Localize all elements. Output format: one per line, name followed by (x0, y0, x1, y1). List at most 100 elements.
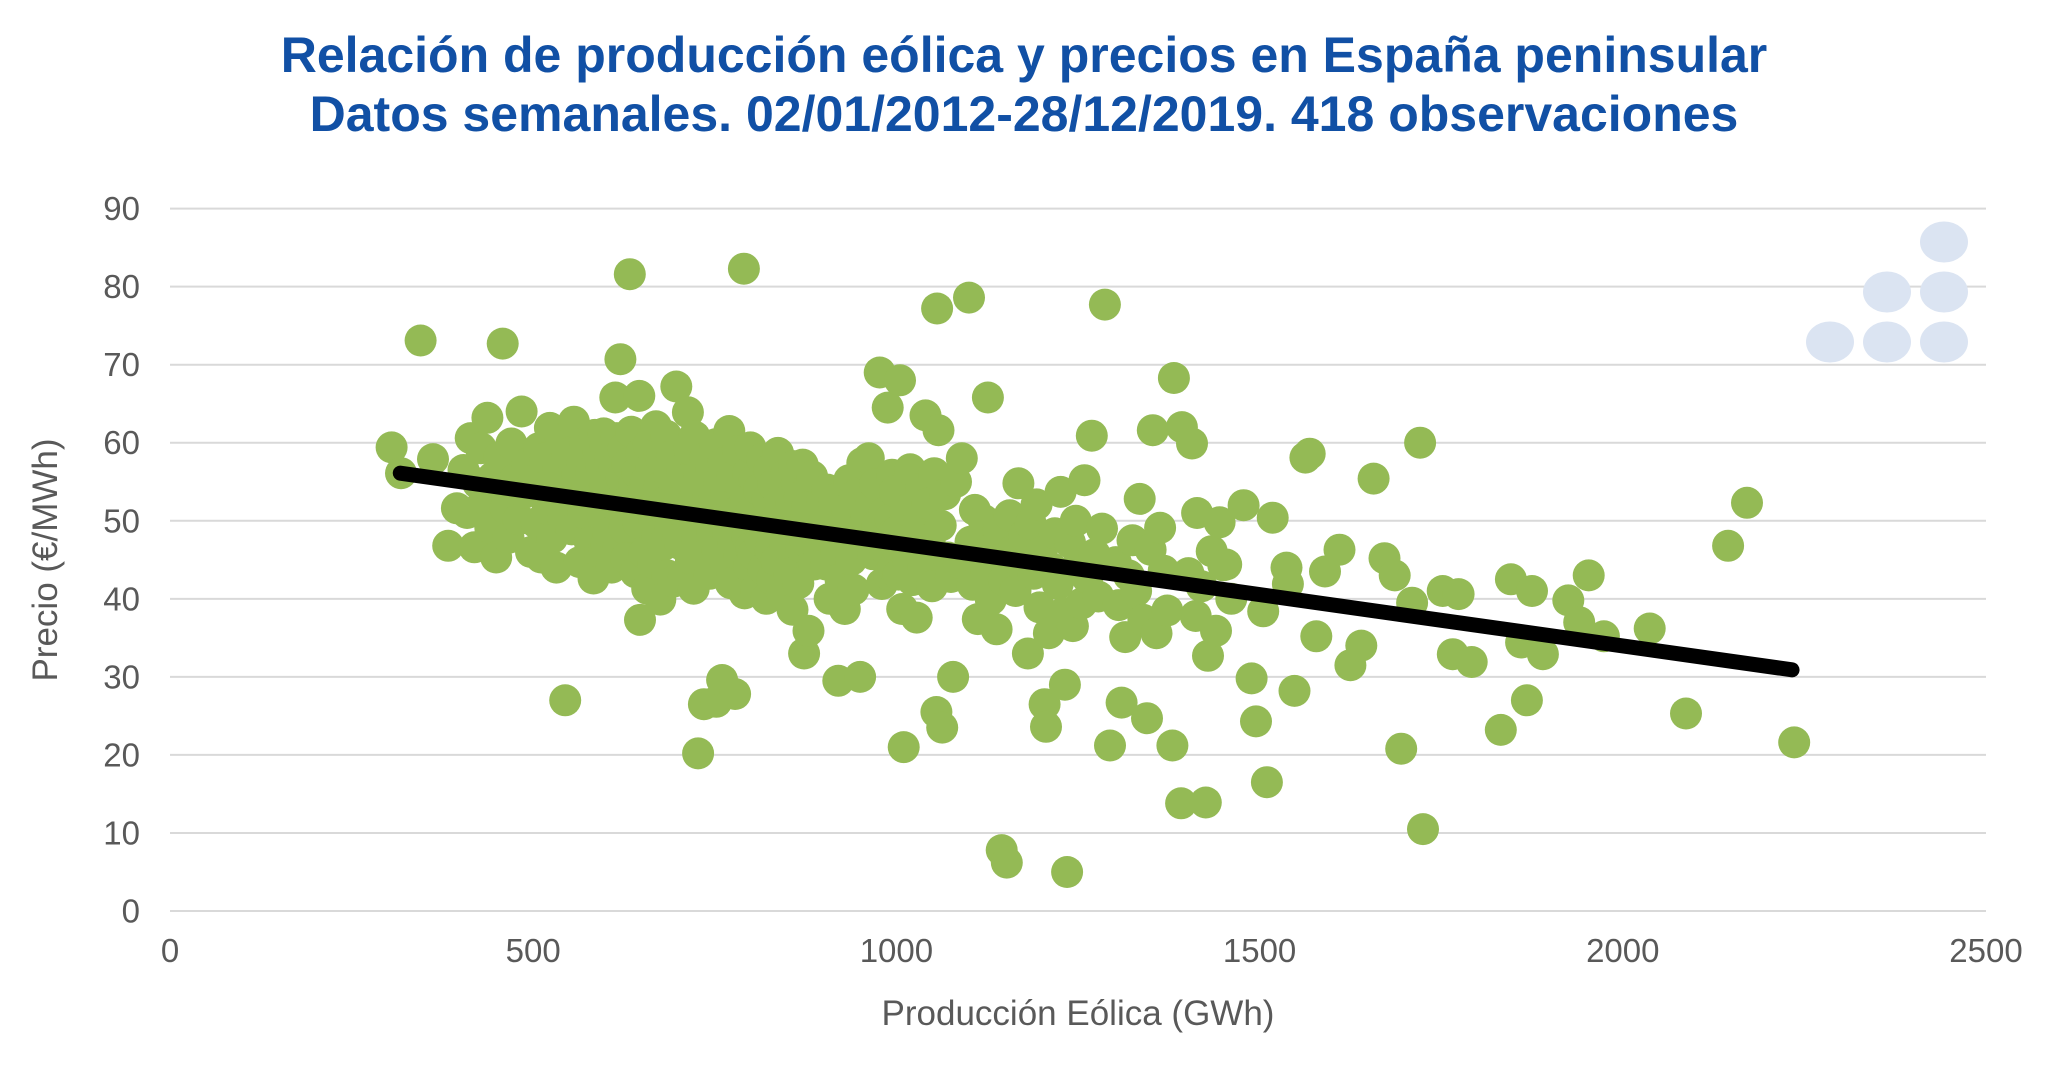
scatter-point (971, 381, 1004, 414)
scatter-point (1011, 637, 1044, 670)
scatter-point (921, 292, 954, 325)
scatter-point (1378, 559, 1411, 592)
y-axis-tick-labels: 0 10 20 30 40 50 60 70 80 90 (103, 190, 140, 929)
logo-dot (1863, 321, 1911, 363)
scatter-point (887, 731, 920, 764)
scatter-point (1203, 506, 1236, 539)
scatter-point (884, 364, 916, 397)
scatter-point (1385, 732, 1418, 765)
scatter-point (1023, 591, 1056, 624)
scatter-point (624, 603, 656, 636)
scatter-point (1020, 488, 1053, 521)
scatter-point (1323, 533, 1356, 566)
scatter-point (1028, 688, 1061, 721)
scatter-point (1407, 813, 1439, 846)
logo-dot (1863, 271, 1911, 313)
scatter-point (604, 343, 637, 376)
trend-line-group (392, 465, 1800, 678)
scatter-point (613, 258, 646, 291)
scatter-point (417, 443, 449, 476)
scatter-point (1156, 729, 1189, 762)
scatter-point (1778, 726, 1811, 759)
scatter-point (1572, 559, 1605, 592)
y-tick-label: 0 (122, 893, 140, 930)
scatter-point (1151, 594, 1184, 627)
scatter-point (1293, 437, 1326, 470)
scatter-point (1510, 684, 1543, 717)
scatter-point (1404, 426, 1437, 459)
scatter-point (1044, 475, 1077, 508)
scatter-point (1250, 766, 1283, 799)
scatter-point (471, 401, 504, 434)
scatter-point (1176, 427, 1208, 460)
chart-subtitle: Datos semanales. 02/01/2012-28/12/2019. … (309, 86, 1739, 142)
trend-line (392, 465, 1800, 678)
scatter-point (1240, 705, 1272, 738)
scatter-point (1731, 486, 1763, 519)
scatter-point (375, 431, 408, 464)
scatter-point (486, 327, 519, 360)
scatter-point (1526, 638, 1559, 671)
scatter-point (1030, 710, 1062, 743)
scatter-point (1059, 504, 1092, 537)
scatter-point (549, 684, 582, 717)
x-tick-label: 500 (506, 932, 561, 969)
logo-dot (1920, 321, 1968, 363)
scatter-point (1256, 501, 1289, 534)
y-tick-label: 40 (103, 580, 140, 617)
scatter-point (852, 442, 885, 475)
scatter-point (1227, 489, 1260, 522)
scatter-point (1455, 646, 1488, 678)
scatter-point (1131, 702, 1163, 735)
scatter-point (1200, 614, 1232, 647)
y-tick-label: 10 (103, 814, 140, 851)
scatter-point (404, 324, 437, 357)
scatter-point (1235, 662, 1268, 695)
y-tick-label: 50 (103, 502, 140, 539)
scatter-point (1157, 362, 1190, 394)
scatter-point (1051, 856, 1084, 888)
scatter-point (1068, 464, 1101, 497)
scatter-point (1048, 668, 1081, 701)
scatter-point (922, 414, 955, 447)
scatter-point (1633, 612, 1666, 645)
x-tick-label: 1500 (1223, 932, 1296, 969)
scatter-point (505, 395, 538, 428)
y-tick-label: 30 (103, 658, 140, 695)
scatter-point (1094, 729, 1126, 762)
scatter-point (980, 613, 1013, 646)
x-axis-tick-labels: 0 500 1000 1500 2000 2500 (161, 932, 2023, 969)
decorative-dots-logo (1806, 221, 1968, 363)
scatter-point (1189, 786, 1222, 819)
scatter-point (792, 614, 825, 647)
scatter-point (1670, 697, 1702, 730)
scatter-point (727, 252, 760, 285)
scatter-point (1563, 606, 1596, 639)
logo-dot (1920, 271, 1968, 313)
y-tick-label: 60 (103, 424, 140, 461)
logo-dot (1806, 321, 1854, 363)
scatter-point (671, 396, 704, 429)
scatter-point (1075, 419, 1108, 452)
logo-dot (1920, 221, 1968, 263)
scatter-point (682, 737, 715, 770)
scatter-point (844, 660, 877, 693)
scatter-point (900, 601, 933, 634)
scatter-point (953, 281, 985, 314)
scatter-point (1210, 548, 1243, 581)
scatter-point (1516, 575, 1548, 607)
scatter-point (1002, 467, 1035, 500)
x-tick-label: 0 (161, 932, 179, 969)
scatter-point (926, 711, 959, 744)
scatter-point (924, 509, 957, 542)
scatter-point (1442, 578, 1475, 611)
y-axis-title: Precio (€/MWh) (26, 438, 65, 681)
scatter-point (945, 442, 978, 475)
scatter-point (1123, 482, 1156, 515)
scatter-point (1278, 674, 1311, 707)
x-tick-label: 2000 (1586, 932, 1659, 969)
scatter-point (1088, 288, 1121, 321)
scatter-point (623, 379, 656, 412)
scatter-point (1484, 713, 1517, 746)
